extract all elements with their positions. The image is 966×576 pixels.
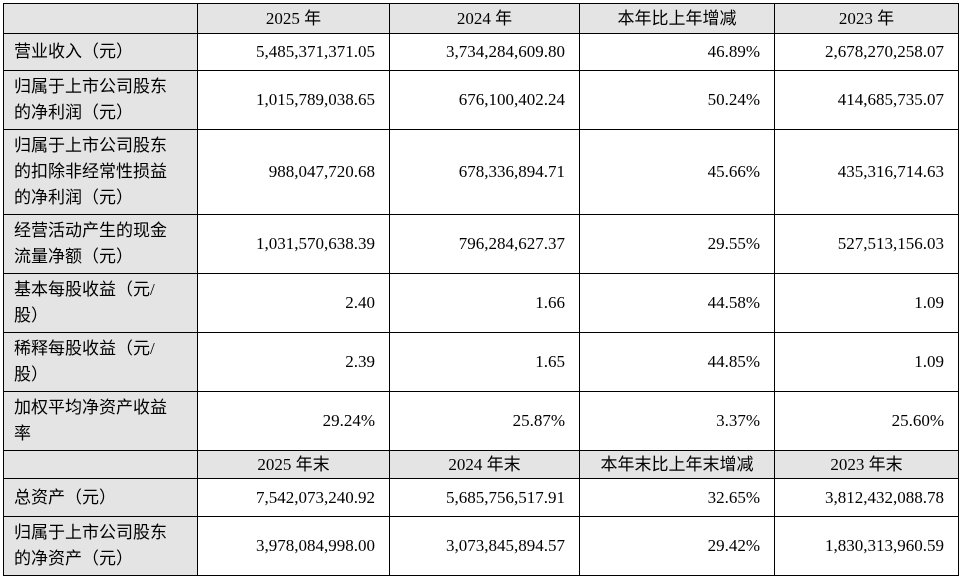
change-cell: 29.42% [579,516,775,576]
annual-header-row: 2025 年 2024 年 本年比上年增减 2023 年 [3,3,959,34]
column-header-2023-end: 2023 年末 [774,450,959,479]
column-header-2025-end: 2025 年末 [197,450,390,479]
value-cell-2024-end: 3,073,845,894.57 [389,516,580,576]
row-label: 归属于上市公司股东的净利润（元） [3,70,198,130]
table-row-revenue: 营业收入（元） 5,485,371,371.05 3,734,284,609.8… [3,33,959,71]
value-cell-2024: 3,734,284,609.80 [389,33,580,71]
row-label: 总资产（元） [3,478,198,517]
value-cell-2025-end: 7,542,073,240.92 [197,478,390,517]
value-cell-2023: 435,316,714.63 [774,129,959,215]
value-cell-2023-end: 3,812,432,088.78 [774,478,959,517]
row-label: 归属于上市公司股东的净资产（元） [3,516,198,576]
column-header-2025: 2025 年 [197,3,390,34]
column-header-empty [3,450,198,479]
change-cell: 44.85% [579,332,775,392]
value-cell-2025: 2.39 [197,332,390,392]
table-row-operating-cash-flow: 经营活动产生的现金流量净额（元） 1,031,570,638.39 796,28… [3,214,959,274]
change-cell: 45.66% [579,129,775,215]
table-row-total-assets: 总资产（元） 7,542,073,240.92 5,685,756,517.91… [3,478,959,517]
column-header-empty [3,3,198,34]
change-cell: 50.24% [579,70,775,130]
change-cell: 32.65% [579,478,775,517]
value-cell-2023-end: 1,830,313,960.59 [774,516,959,576]
value-cell-2023: 1.09 [774,273,959,333]
year-end-header-row: 2025 年末 2024 年末 本年末比上年末增减 2023 年末 [3,450,959,479]
table-row-net-profit-excl-nonrecurring: 归属于上市公司股东的扣除非经常性损益的净利润（元） 988,047,720.68… [3,129,959,215]
value-cell-2025: 29.24% [197,391,390,451]
row-label: 稀释每股收益（元/股） [3,332,198,392]
change-cell: 29.55% [579,214,775,274]
value-cell-2025: 1,015,789,038.65 [197,70,390,130]
column-header-year-end-change: 本年末比上年末增减 [579,450,775,479]
value-cell-2024: 1.65 [389,332,580,392]
table-row-weighted-avg-roe: 加权平均净资产收益率 29.24% 25.87% 3.37% 25.60% [3,391,959,451]
table-row-diluted-eps: 稀释每股收益（元/股） 2.39 1.65 44.85% 1.09 [3,332,959,392]
value-cell-2023: 414,685,735.07 [774,70,959,130]
column-header-2024: 2024 年 [389,3,580,34]
value-cell-2024-end: 5,685,756,517.91 [389,478,580,517]
change-cell: 3.37% [579,391,775,451]
table-row-net-profit: 归属于上市公司股东的净利润（元） 1,015,789,038.65 676,10… [3,70,959,130]
value-cell-2025-end: 3,978,084,998.00 [197,516,390,576]
value-cell-2024: 676,100,402.24 [389,70,580,130]
row-label: 经营活动产生的现金流量净额（元） [3,214,198,274]
value-cell-2024: 796,284,627.37 [389,214,580,274]
change-cell: 44.58% [579,273,775,333]
row-label: 归属于上市公司股东的扣除非经常性损益的净利润（元） [3,129,198,215]
row-label: 营业收入（元） [3,33,198,71]
table-row-basic-eps: 基本每股收益（元/股） 2.40 1.66 44.58% 1.09 [3,273,959,333]
column-header-yoy-change: 本年比上年增减 [579,3,775,34]
value-cell-2024: 1.66 [389,273,580,333]
change-cell: 46.89% [579,33,775,71]
financial-summary-table: 2025 年 2024 年 本年比上年增减 2023 年 营业收入（元） 5,4… [3,3,959,576]
value-cell-2025: 988,047,720.68 [197,129,390,215]
value-cell-2024: 678,336,894.71 [389,129,580,215]
row-label: 基本每股收益（元/股） [3,273,198,333]
value-cell-2023: 1.09 [774,332,959,392]
row-label: 加权平均净资产收益率 [3,391,198,451]
value-cell-2023: 25.60% [774,391,959,451]
table-row-net-assets: 归属于上市公司股东的净资产（元） 3,978,084,998.00 3,073,… [3,516,959,576]
value-cell-2025: 2.40 [197,273,390,333]
value-cell-2025: 5,485,371,371.05 [197,33,390,71]
column-header-2024-end: 2024 年末 [389,450,580,479]
value-cell-2023: 527,513,156.03 [774,214,959,274]
column-header-2023: 2023 年 [774,3,959,34]
value-cell-2024: 25.87% [389,391,580,451]
value-cell-2023: 2,678,270,258.07 [774,33,959,71]
value-cell-2025: 1,031,570,638.39 [197,214,390,274]
